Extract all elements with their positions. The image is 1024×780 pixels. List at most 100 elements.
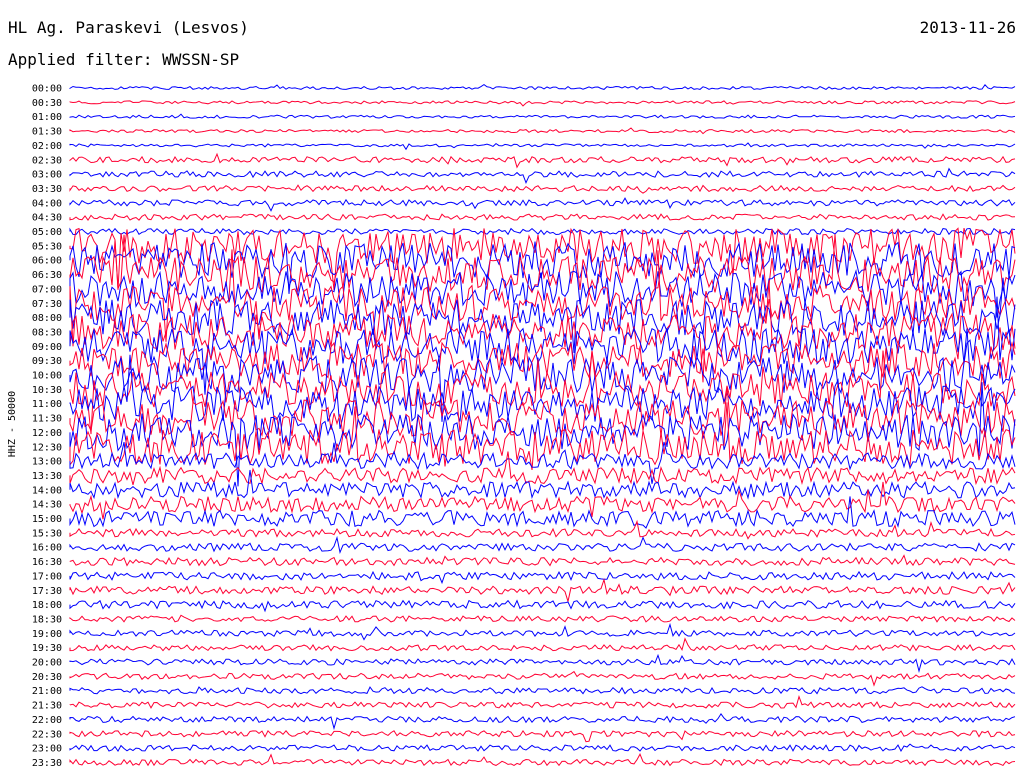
time-label: 15:30 [32,528,62,539]
seismic-trace [69,729,1016,743]
seismic-trace [69,213,1016,221]
station-title: HL Ag. Paraskevi (Lesvos) [8,18,249,37]
seismic-trace [69,100,1016,107]
time-label: 08:30 [32,327,62,338]
seismic-trace [69,653,1016,673]
time-label: 15:00 [32,514,62,525]
time-label: 10:00 [32,371,62,382]
filter-label: Applied filter: WWSSN-SP [8,50,240,69]
time-label: 13:00 [32,457,62,468]
seismic-trace [69,83,1016,91]
time-label: 07:00 [32,284,62,295]
seismic-trace [69,184,1016,194]
time-label: 19:30 [32,643,62,654]
seismic-trace [69,622,1016,641]
time-label: 13:30 [32,471,62,482]
seismic-trace [69,269,1016,318]
seismic-trace [69,637,1016,652]
time-label: 18:30 [32,614,62,625]
time-label: 23:00 [32,744,62,755]
seismic-trace [69,570,1016,585]
seismic-trace [69,496,1016,529]
seismic-trace [69,197,1016,212]
time-label: 11:00 [32,399,62,410]
seismic-trace [69,686,1016,695]
seismic-trace [69,227,1016,236]
seismic-trace [69,350,1016,435]
seismic-trace [69,694,1016,709]
seismic-trace [69,280,1016,383]
time-label: 18:00 [32,600,62,611]
seismic-trace [69,249,1016,347]
channel-label: HHZ - 50000 [7,391,18,457]
seismic-trace [69,469,1016,500]
seismic-trace [69,614,1016,623]
time-label: 17:00 [32,571,62,582]
seismic-trace [69,328,1016,422]
time-label: 06:00 [32,256,62,267]
seismic-trace [69,753,1016,767]
seismic-trace [69,577,1016,604]
seismic-trace [69,142,1016,151]
time-label: 02:00 [32,141,62,152]
seismic-trace [69,227,1016,291]
seismic-trace [69,382,1016,487]
time-label: 19:00 [32,629,62,640]
seismic-trace [69,481,1016,520]
time-label: 01:00 [32,112,62,123]
time-label: 20:00 [32,658,62,669]
time-label: 09:30 [32,356,62,367]
time-label: 11:30 [32,414,62,425]
seismic-trace [69,296,1016,395]
seismic-trace [69,385,1016,437]
time-label: 22:30 [32,729,62,740]
seismic-trace [69,341,1016,380]
time-label: 23:30 [32,758,62,769]
time-label: 16:00 [32,543,62,554]
time-label: 05:30 [32,241,62,252]
time-label: 17:30 [32,586,62,597]
time-label: 09:00 [32,342,62,353]
seismic-trace [69,743,1016,753]
seismic-trace [69,713,1016,731]
trace-group [69,83,1016,767]
time-label: 01:30 [32,127,62,138]
time-label-group: 00:00 00:30 01:00 01:30 02:00 02:30 03:00 03:30… [32,84,62,769]
time-label: 00:30 [32,98,62,109]
seismic-trace [69,152,1016,169]
time-label: 22:00 [32,715,62,726]
time-label: 20:30 [32,672,62,683]
seismic-trace [69,113,1016,119]
time-label: 03:30 [32,184,62,195]
time-label: 14:30 [32,500,62,511]
time-label: 03:00 [32,170,62,181]
time-label: 00:00 [32,84,62,95]
time-label: 21:00 [32,686,62,697]
seismic-trace [69,441,1016,484]
plot-date: 2013-11-26 [919,18,1016,37]
time-label: 08:00 [32,313,62,324]
time-label: 12:00 [32,428,62,439]
time-label: 06:30 [32,270,62,281]
seismic-trace [69,451,1016,486]
seismic-trace [69,167,1016,184]
seismic-trace [69,670,1016,687]
time-label: 04:30 [32,213,62,224]
time-label: 21:30 [32,701,62,712]
seismic-trace [69,599,1016,613]
seismic-trace [69,535,1016,554]
time-label: 12:30 [32,442,62,453]
time-label: 05:00 [32,227,62,238]
time-label: 02:30 [32,155,62,166]
time-label: 14:00 [32,485,62,496]
seismic-trace [69,127,1016,135]
time-label: 07:30 [32,299,62,310]
seismic-trace [69,519,1016,540]
seismic-trace [69,554,1016,567]
time-label: 04:00 [32,198,62,209]
time-label: 16:30 [32,557,62,568]
seismic-trace [69,241,1016,294]
seismic-trace [69,354,1016,430]
time-label: 10:30 [32,385,62,396]
